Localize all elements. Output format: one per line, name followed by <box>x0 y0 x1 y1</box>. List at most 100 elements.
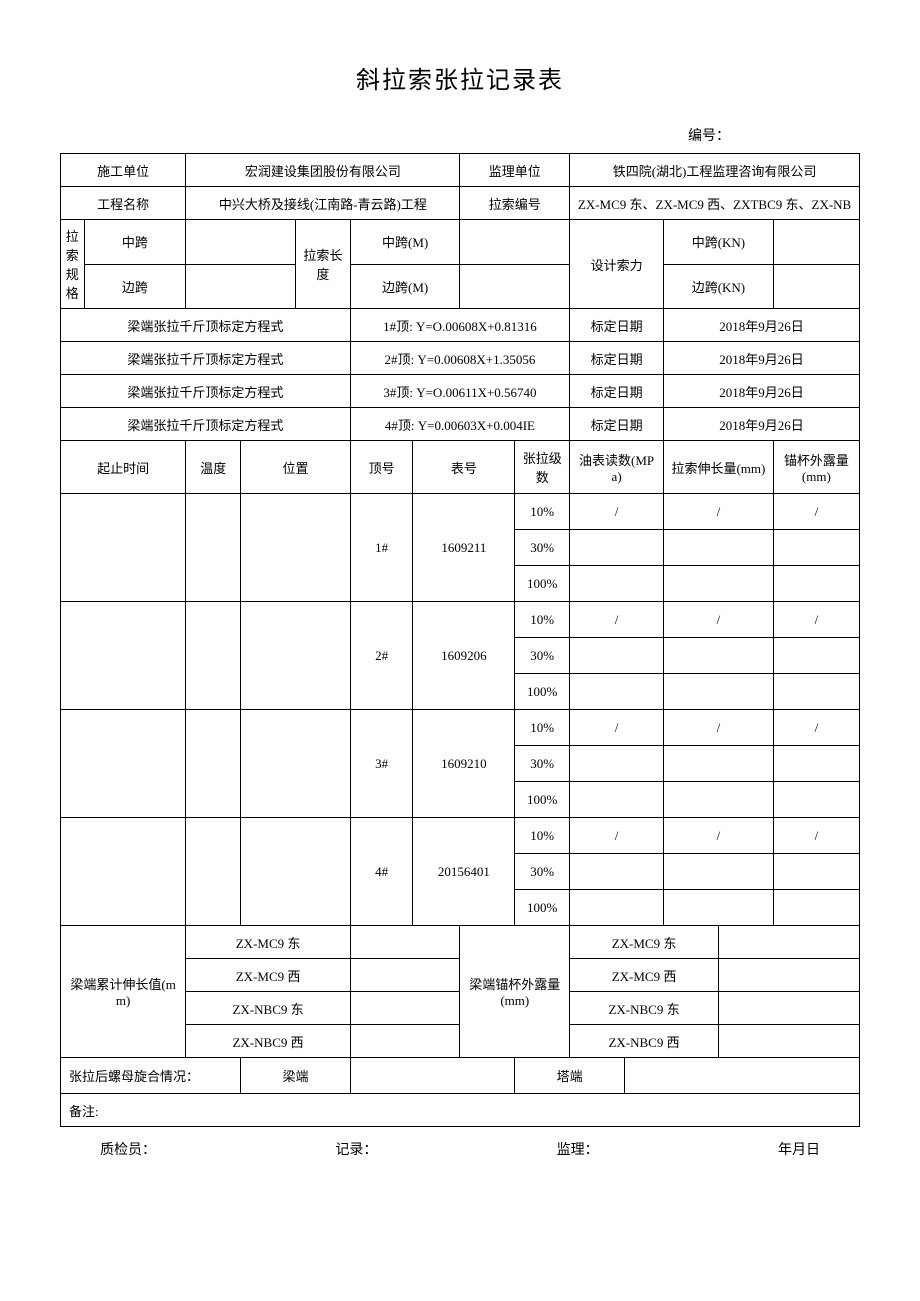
cell-pos <box>241 602 351 710</box>
label-eq: 梁端张拉千斤顶标定方程式 <box>61 342 351 375</box>
row-data: 2# 1609206 10% / / / <box>61 602 860 638</box>
label-eq: 梁端张拉千斤顶标定方程式 <box>61 309 351 342</box>
row-col-header: 起止时间 温度 位置 顶号 表号 张拉级数 油表读数(MPa) 拉索伸长量(mm… <box>61 441 860 494</box>
cell-elong <box>664 638 774 674</box>
cell-pressure: / <box>570 602 664 638</box>
cell-pos <box>241 710 351 818</box>
value-sidespan-m <box>460 264 570 309</box>
cell-temp <box>186 494 241 602</box>
cell-pos <box>241 818 351 926</box>
label-construction-unit: 施工单位 <box>61 154 186 187</box>
row-summary: 梁端累计伸长值(mm) ZX-MC9 东 梁端锚杯外露量(mm) ZX-MC9 … <box>61 926 860 959</box>
cell-empty <box>350 959 460 992</box>
cell-elong <box>664 674 774 710</box>
label-beam-end: 梁端 <box>241 1058 351 1094</box>
cell-pressure: / <box>570 710 664 746</box>
cell-temp <box>186 602 241 710</box>
cell-meter: 1609211 <box>413 494 515 602</box>
cell-temp <box>186 818 241 926</box>
cell-meter: 1609210 <box>413 710 515 818</box>
value-sidespan <box>186 264 296 309</box>
row-project: 工程名称 中兴大桥及接线(江南路-青云路)工程 拉索编号 ZX-MC9 东、ZX… <box>61 187 860 220</box>
cell-empty <box>718 959 859 992</box>
cell-pressure <box>570 782 664 818</box>
pos-name: ZX-MC9 东 <box>570 926 719 959</box>
label-remark: 备注: <box>61 1094 860 1127</box>
cell-pressure <box>570 638 664 674</box>
cell-anchor <box>773 890 859 926</box>
cell-pressure: / <box>570 818 664 854</box>
col-jack: 顶号 <box>350 441 413 494</box>
cell-pressure <box>570 854 664 890</box>
cell-elong <box>664 566 774 602</box>
col-temp: 温度 <box>186 441 241 494</box>
label-sidespan: 边跨 <box>84 264 186 309</box>
cell-pressure <box>570 746 664 782</box>
col-pressure: 油表读数(MPa) <box>570 441 664 494</box>
value-tower-end <box>624 1058 859 1094</box>
value-eq-date: 2018年9月26日 <box>664 309 860 342</box>
cell-anchor: / <box>773 710 859 746</box>
label-inspector: 质检员： <box>100 1139 156 1159</box>
cell-jack: 2# <box>350 602 413 710</box>
label-cable-length: 拉索长度 <box>295 220 350 309</box>
cell-empty <box>350 992 460 1025</box>
label-supervision-unit: 监理单位 <box>460 154 570 187</box>
footer-signatures: 质检员： 记录： 监理： 年月日 <box>60 1139 860 1159</box>
row-data: 3# 1609210 10% / / / <box>61 710 860 746</box>
row-construction: 施工单位 宏润建设集团股份有限公司 监理单位 铁四院(湖北)工程监理咨询有限公司 <box>61 154 860 187</box>
label-date: 年月日 <box>778 1139 820 1159</box>
label-eq: 梁端张拉千斤顶标定方程式 <box>61 375 351 408</box>
cell-level: 30% <box>515 746 570 782</box>
label-eq-date: 标定日期 <box>570 309 664 342</box>
cell-anchor <box>773 638 859 674</box>
value-project: 中兴大桥及接线(江南路-青云路)工程 <box>186 187 460 220</box>
cell-elong <box>664 530 774 566</box>
pos-name: ZX-NBC9 东 <box>186 992 350 1025</box>
col-pos: 位置 <box>241 441 351 494</box>
label-anchor-sum: 梁端锚杯外露量(mm) <box>460 926 570 1058</box>
cell-elong <box>664 854 774 890</box>
label-project: 工程名称 <box>61 187 186 220</box>
label-tower-end: 塔端 <box>515 1058 625 1094</box>
cell-time <box>61 818 186 926</box>
label-supervisor: 监理： <box>557 1139 599 1159</box>
cell-elong: / <box>664 818 774 854</box>
cell-anchor <box>773 530 859 566</box>
main-table: 施工单位 宏润建设集团股份有限公司 监理单位 铁四院(湖北)工程监理咨询有限公司… <box>60 153 860 1127</box>
row-nut: 张拉后螺母旋合情况： 梁端 塔端 <box>61 1058 860 1094</box>
cell-pressure: / <box>570 494 664 530</box>
cell-level: 100% <box>515 782 570 818</box>
cell-level: 10% <box>515 710 570 746</box>
label-eq-date: 标定日期 <box>570 375 664 408</box>
value-sidespan-kn <box>773 264 859 309</box>
value-construction-unit: 宏润建设集团股份有限公司 <box>186 154 460 187</box>
label-midspan: 中跨 <box>84 220 186 265</box>
cell-anchor <box>773 746 859 782</box>
cell-elong <box>664 782 774 818</box>
cell-anchor <box>773 674 859 710</box>
row-eq: 梁端张拉千斤顶标定方程式 2#顶: Y=0.00608X+1.35056 标定日… <box>61 342 860 375</box>
value-eq: 1#顶: Y=O.00608X+0.81316 <box>350 309 569 342</box>
cell-pressure <box>570 530 664 566</box>
pos-name: ZX-NBC9 西 <box>570 1025 719 1058</box>
cell-level: 30% <box>515 854 570 890</box>
row-eq: 梁端张拉千斤顶标定方程式 1#顶: Y=O.00608X+0.81316 标定日… <box>61 309 860 342</box>
cell-elong <box>664 890 774 926</box>
label-midspan-m: 中跨(M) <box>350 220 460 265</box>
cell-level: 30% <box>515 638 570 674</box>
value-midspan-kn <box>773 220 859 265</box>
cell-empty <box>718 1025 859 1058</box>
value-midspan-m <box>460 220 570 265</box>
row-eq: 梁端张拉千斤顶标定方程式 4#顶: Y=0.00603X+0.004IE 标定日… <box>61 408 860 441</box>
value-eq: 4#顶: Y=0.00603X+0.004IE <box>350 408 569 441</box>
cell-anchor: / <box>773 818 859 854</box>
label-eq-date: 标定日期 <box>570 342 664 375</box>
cell-level: 10% <box>515 494 570 530</box>
label-elong-sum: 梁端累计伸长值(mm) <box>61 926 186 1058</box>
label-sidespan-m: 边跨(M) <box>350 264 460 309</box>
cell-level: 10% <box>515 602 570 638</box>
cell-elong: / <box>664 710 774 746</box>
cell-anchor <box>773 566 859 602</box>
row-data: 1# 1609211 10% / / / <box>61 494 860 530</box>
